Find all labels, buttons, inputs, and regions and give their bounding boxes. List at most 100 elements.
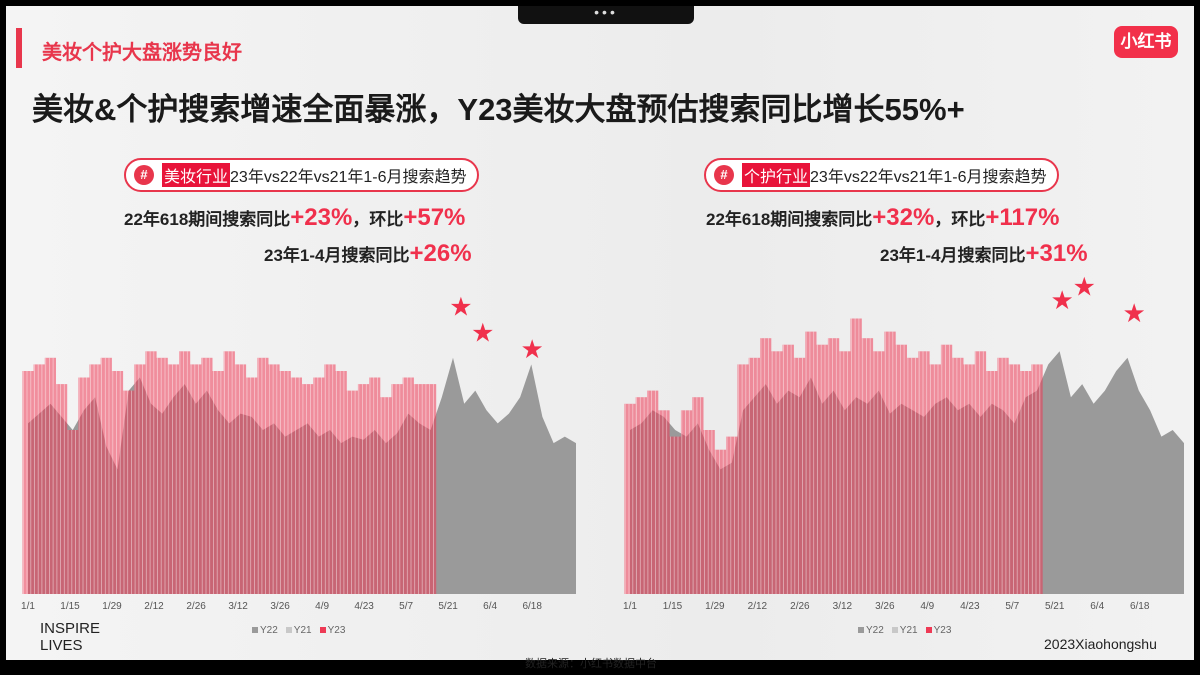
y23-bar-stripe <box>302 384 304 594</box>
y23-bar-stripe <box>90 364 91 594</box>
y23-bar <box>402 377 414 594</box>
y23-bar-stripe <box>261 357 263 594</box>
legend-y23: Y23 <box>319 625 345 636</box>
y23-bar <box>816 344 828 594</box>
y23-bar-stripe <box>866 338 867 594</box>
y23-bar-stripe <box>685 410 686 594</box>
y23-bar-stripe <box>628 403 630 594</box>
y23-bar <box>279 371 291 594</box>
y23-bar <box>201 357 213 594</box>
stat-value-2: +57% <box>403 204 466 231</box>
x-tick-label: 3/12 <box>228 601 248 612</box>
y23-bar <box>89 364 101 594</box>
beauty-search-chart: 1/1 1/15 1/29 2/12 2/26 3/12 3/26 4/9 4/23 5/7 5/2… <box>21 291 576 612</box>
y23-bar-stripe <box>1028 371 1029 594</box>
y23-bar-stripe <box>926 351 928 594</box>
y23-bar-stripe <box>805 331 807 594</box>
y23-bar <box>290 377 302 594</box>
lives-text: LIVES <box>40 637 83 654</box>
y23-bar-stripe <box>37 364 39 594</box>
y23-bar-stripe <box>688 410 690 594</box>
y23-bar-stripe <box>246 377 248 594</box>
y23-bar-stripe <box>388 397 389 594</box>
y23-bar-stripe <box>104 357 106 594</box>
y23-bar-stripe <box>907 357 909 594</box>
y23-bar-stripe <box>306 384 307 594</box>
y23-bar-stripe <box>198 364 199 594</box>
personal-care-search-chart: 1/1 1/15 1/29 2/12 2/26 3/12 3/26 4/9 4/23 5/7 5/2… <box>623 272 1184 612</box>
y23-bar <box>771 351 783 594</box>
hashtag-icon: # <box>134 165 154 185</box>
y23-bar <box>952 357 964 594</box>
legend-y21: Y21 <box>285 625 312 636</box>
inspire-lives-mark: INSPIRE LIVES <box>40 620 100 654</box>
y23-bar-stripe <box>783 344 784 594</box>
y23-bar <box>793 357 806 594</box>
y23-bar-stripe <box>399 384 401 594</box>
x-tick-label: 5/21 <box>438 601 458 612</box>
y23-bar-stripe <box>933 364 935 594</box>
y23-bar-stripe <box>798 357 799 594</box>
y23-bar-stripe <box>726 436 728 594</box>
y23-bar <box>726 436 738 594</box>
y23-bar <box>380 397 392 594</box>
pill-text: 23年vs22年vs21年1-6月搜索趋势 <box>810 169 1047 186</box>
y23-bar-stripe <box>276 364 278 594</box>
y23-bar-stripe <box>75 430 76 594</box>
y23-bar <box>190 364 202 594</box>
y23-bar <box>839 351 851 594</box>
y23-bar <box>895 344 907 594</box>
y23-bar-stripe <box>820 344 822 594</box>
window-menu-dots[interactable]: ••• <box>518 5 694 24</box>
y23-bar-stripe <box>647 390 649 594</box>
y23-bar <box>658 410 670 594</box>
y23-bar <box>907 357 919 594</box>
y23-bar <box>624 403 636 594</box>
y23-bar <box>918 351 930 594</box>
y23-bar <box>425 384 437 594</box>
y23-bar-stripe <box>877 351 879 594</box>
y23-bar-stripe <box>900 344 901 594</box>
y23-bar <box>647 390 659 594</box>
y23-bar <box>635 397 647 594</box>
y23-bar-stripe <box>643 397 645 594</box>
y23-bar-stripe <box>328 364 330 594</box>
y23-bar <box>335 371 347 594</box>
y23-bar-stripe <box>332 364 334 594</box>
y23-bar-stripe <box>832 338 833 594</box>
y23-bar <box>986 371 998 594</box>
y23-bar-stripe <box>869 338 871 594</box>
y23-bar-stripe <box>711 430 713 594</box>
y23-bar-stripe <box>858 318 860 594</box>
y23-bar-stripe <box>123 390 125 594</box>
y23-bar-stripe <box>339 371 341 594</box>
tag-accent-bar <box>16 28 22 68</box>
y23-bar <box>827 338 840 594</box>
y23-bar-stripe <box>873 351 875 594</box>
y23-bar <box>167 364 179 594</box>
y23-bar-stripe <box>369 377 371 594</box>
y23-bar-stripe <box>982 351 984 594</box>
y23-bar-stripe <box>265 357 266 594</box>
y23-bar-stripe <box>257 357 259 594</box>
y23-bar <box>346 390 358 594</box>
chart-legend: Y22 Y21 Y23 <box>858 625 951 636</box>
y23-bar-stripe <box>324 364 326 594</box>
y23-bar-stripe <box>843 351 845 594</box>
y23-bar <box>78 377 90 594</box>
y23-bar-stripe <box>403 377 404 594</box>
x-tick-label: 3/12 <box>833 601 853 612</box>
y23-bar <box>1020 371 1032 594</box>
y23-bar-stripe <box>209 357 211 594</box>
y23-bar-stripe <box>794 357 796 594</box>
y23-bar-stripe <box>283 371 285 594</box>
y23-bar <box>268 364 280 594</box>
y23-bar-stripe <box>1039 364 1041 594</box>
y23-bar-stripe <box>896 344 897 594</box>
stat-line-2: 23年1-4月搜索同比+26% <box>264 240 472 268</box>
y23-bar-stripe <box>101 357 102 594</box>
y23-bar <box>850 318 862 594</box>
y23-bar-stripe <box>362 384 363 594</box>
y23-bar-stripe <box>313 377 315 594</box>
y23-bar-stripe <box>56 384 58 594</box>
